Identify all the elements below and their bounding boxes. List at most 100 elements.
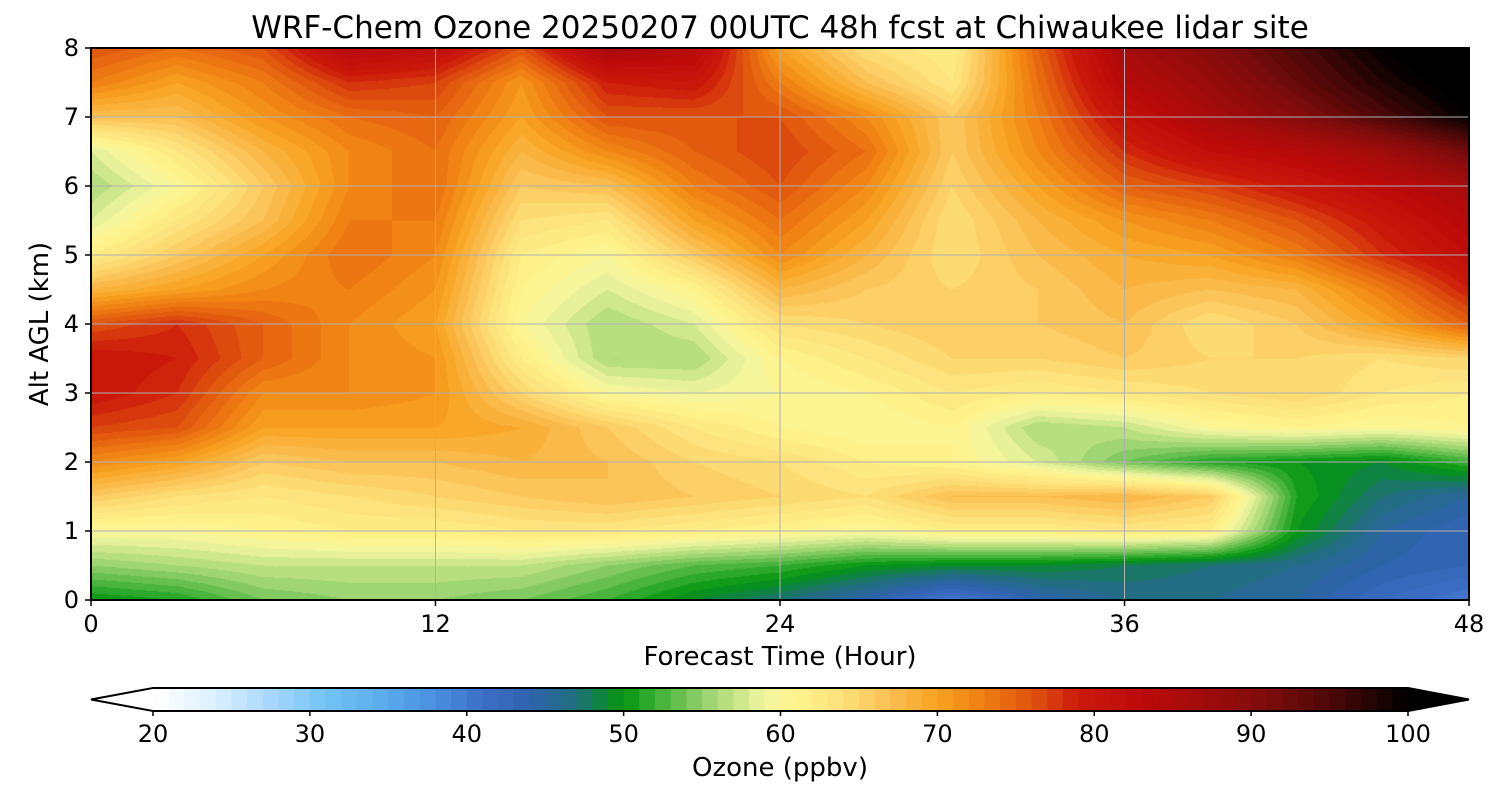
colorbar-segment [1000,688,1017,711]
colorbar-segment [1157,688,1174,711]
colorbar-segment [1204,688,1221,711]
colorbar-segment [294,688,311,711]
colorbar-extend-low [91,688,153,711]
colorbar-segment [435,688,452,711]
colorbar-segment [309,688,327,711]
colorbar-segment [890,688,907,711]
colorbar-segment [953,688,970,711]
colorbar-segment [466,688,484,711]
colorbar-segment [796,688,813,711]
grid-lines [91,48,1469,600]
colorbar-segment [1360,688,1378,711]
colorbar-segment [388,688,405,711]
colorbar-segment [623,688,640,711]
colorbar-tick-label: 100 [1385,720,1431,748]
y-tick-label: 0 [64,586,79,614]
colorbar-segment [655,688,672,711]
colorbar-segment [404,688,421,711]
colorbar-segment [1047,688,1064,711]
colorbar-segment [1172,688,1189,711]
colorbar-segment [858,688,876,711]
colorbar-segment [1298,688,1315,711]
colorbar-segment [215,688,233,711]
colorbar-segment [1015,688,1033,711]
colorbar-segment [1235,688,1252,711]
colorbar-segment [1392,688,1409,711]
colorbar-segment [278,688,295,711]
colorbar-segment [372,688,389,711]
colorbar-tick-label: 80 [1079,720,1110,748]
colorbar-segment [1125,688,1142,711]
colorbar-segment [607,688,625,711]
colorbar-segment [827,688,844,711]
colorbar-segment [1313,688,1331,711]
y-axis: 0 1 2 3 4 5 6 7 8 [64,34,91,614]
y-tick-label: 4 [64,310,79,338]
colorbar-tick-label: 90 [1236,720,1267,748]
colorbar-segment [1109,688,1127,711]
colorbar-segment [498,688,515,711]
colorbar: 20 30 40 50 60 70 80 90 100 Ozone (ppbv) [90,687,1470,783]
colorbar-segment [451,688,468,711]
colorbar-segment [874,688,891,711]
colorbar-tick-label: 40 [451,720,482,748]
colorbar-segment [843,688,860,711]
colorbar-segment [184,688,201,711]
colorbar-segment [592,688,609,711]
colorbar-segment [1094,688,1111,711]
colorbar-segment [921,688,938,711]
colorbar-segment [733,688,750,711]
colorbar-segment [545,688,562,711]
colorbar-segment [153,688,170,711]
colorbar-segment [247,688,264,711]
colorbar-segment [764,688,782,711]
x-tick-label: 0 [83,610,98,638]
colorbar-label: Ozone (ppbv) [692,753,868,783]
colorbar-segment [1251,688,1268,711]
colorbar-segment [1345,688,1362,711]
x-tick-label: 12 [420,610,451,638]
colorbar-segment [1329,688,1346,711]
colorbar-segment [686,688,703,711]
colorbar-segment [419,688,436,711]
colorbar-segment [811,688,829,711]
colorbar-tick-label: 60 [765,720,796,748]
y-tick-label: 6 [64,172,79,200]
chart-title: WRF-Chem Ozone 20250207 00UTC 48h fcst a… [251,10,1309,46]
colorbar-segment [1188,688,1205,711]
colorbar-segment [262,688,280,711]
colorbar-segment [780,688,797,711]
colorbar-segment [670,688,687,711]
plot-area [90,47,1470,601]
colorbar-segment [231,688,248,711]
colorbar-segment [906,688,923,711]
colorbar-segment [341,688,358,711]
colorbar-segment [749,688,766,711]
colorbar-extend-high [1408,688,1469,711]
colorbar-segment [168,688,185,711]
colorbar-segment [513,688,531,711]
x-tick-label: 24 [765,610,796,638]
y-axis-label: Alt AGL (km) [25,242,55,406]
colorbar-segment [968,688,986,711]
colorbar-segment [702,688,719,711]
colorbar-segment [1062,688,1080,711]
colorbar-tick-label: 50 [608,720,639,748]
colorbar-segment [1266,688,1284,711]
y-tick-label: 7 [64,103,79,131]
colorbar-segment [1219,688,1237,711]
colorbar-segment [1141,688,1158,711]
y-tick-label: 5 [64,241,79,269]
colorbar-segment [482,688,499,711]
colorbar-segment [937,688,954,711]
colorbar-segment [1282,688,1299,711]
x-tick-label: 48 [1454,610,1485,638]
colorbar-tick-label: 70 [922,720,953,748]
colorbar-segment [1376,688,1393,711]
colorbar-segment [200,688,217,711]
colorbar-segment [529,688,546,711]
x-axis: 0 12 24 36 48 [83,600,1484,638]
colorbar-segment [560,688,578,711]
colorbar-tick-label: 20 [138,720,169,748]
